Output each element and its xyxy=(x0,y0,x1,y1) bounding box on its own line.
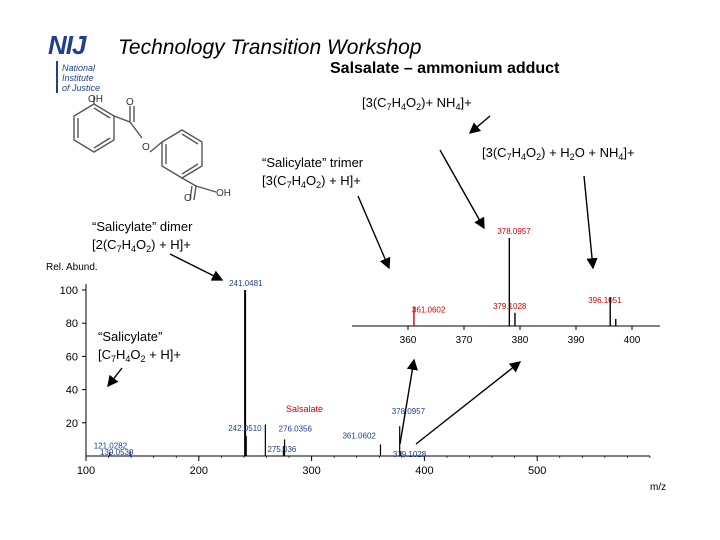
inset-x-tick-label: 380 xyxy=(512,335,529,346)
salsalate-structure: OH O O O OH xyxy=(73,94,231,202)
arrow-trimer xyxy=(357,195,391,270)
y-tick-label: 20 xyxy=(66,418,78,430)
slide-title: Technology Transition Workshop xyxy=(118,36,422,59)
inset-x-tick-label: 370 xyxy=(456,335,473,346)
inset-x-tick-label: 360 xyxy=(400,335,417,346)
peak-label: 361.0602 xyxy=(342,431,376,440)
logo-line-2: Institute xyxy=(62,73,94,83)
annotation-trimer: “Salicylate” trimer [3(C7H4O2) + H]+ xyxy=(262,155,364,190)
peak-label: 139.0539 xyxy=(100,448,134,457)
inset-spectrum: 360 370 380 390 400 361.0602 378.0957 379.1028 3… xyxy=(352,227,660,346)
annotation-trimer-nh4: [3(C7H4O2)+ NH4]+ xyxy=(362,95,472,112)
atom-label-oh-1: OH xyxy=(88,94,103,105)
peak-label: 121.0282 xyxy=(94,442,128,451)
peak-label: 275.036 xyxy=(267,445,296,454)
arrow-monomer xyxy=(107,367,123,388)
inset-x-tick-label: 400 xyxy=(624,335,641,346)
inset-peak-label: 378.0957 xyxy=(497,227,531,236)
x-axis-label: m/z xyxy=(650,482,666,493)
atom-label-o-3: O xyxy=(184,193,192,202)
x-tick-label: 100 xyxy=(77,465,95,477)
main-spectrum: 20 40 60 80 100 100 200 300 400 500 Rel. Abund. m/z… xyxy=(46,262,666,493)
annotation-arrows xyxy=(107,115,598,445)
peak-label: 378.0957 xyxy=(392,407,426,416)
atom-label-o-1: O xyxy=(126,97,134,108)
arrow-h2o-nh4-peak xyxy=(583,175,598,270)
inset-x-tick-label: 390 xyxy=(568,335,585,346)
arrow-zoom-left xyxy=(399,358,418,445)
y-tick-label: 40 xyxy=(66,385,78,397)
inset-peak-label: 361.0602 xyxy=(412,306,446,315)
logo-bar xyxy=(56,61,58,93)
logo-line-3: of Justice xyxy=(62,83,101,93)
peak-label: 276.0356 xyxy=(279,424,313,433)
arrow-trimer-nh4 xyxy=(468,115,491,134)
x-tick-label: 400 xyxy=(415,465,433,477)
annotation-trimer-h2o-nh4: [3(C7H4O2) + H2O + NH4]+ xyxy=(482,145,635,162)
atom-label-o-2: O xyxy=(142,142,150,153)
y-tick-label: 80 xyxy=(66,318,78,330)
x-tick-label: 200 xyxy=(190,465,208,477)
peak-label: 379.1028 xyxy=(393,450,427,459)
x-tick-label: 300 xyxy=(302,465,320,477)
peak-label: 242.0510 xyxy=(228,424,262,433)
slide-subtitle: Salsalate – ammonium adduct xyxy=(330,60,560,77)
arrow-trimer-h2o-nh4-to-inset xyxy=(439,149,485,230)
y-tick-label: 100 xyxy=(60,285,78,297)
nij-logo: NIJ National Institute of Justice xyxy=(48,30,110,93)
y-axis-label: Rel. Abund. xyxy=(46,262,98,273)
x-tick-label: 500 xyxy=(528,465,546,477)
atom-label-oh-2: OH xyxy=(216,188,231,199)
inset-peak-label: 396.1051 xyxy=(588,296,622,305)
arrow-zoom-right xyxy=(415,361,522,445)
inset-peak-label: 379.1028 xyxy=(493,302,527,311)
logo-text: NIJ xyxy=(48,30,86,60)
salsalate-label: Salsalate xyxy=(286,404,323,414)
y-tick-label: 60 xyxy=(66,351,78,363)
peak-label: 241.0481 xyxy=(229,279,263,288)
annotation-dimer: “Salicylate” dimer [2(C7H4O2) + H]+ xyxy=(92,219,193,254)
annotation-monomer: “Salicylate” [C7H4O2 + H]+ xyxy=(98,329,181,364)
logo-line-1: National xyxy=(62,63,96,73)
arrow-dimer xyxy=(169,253,224,281)
